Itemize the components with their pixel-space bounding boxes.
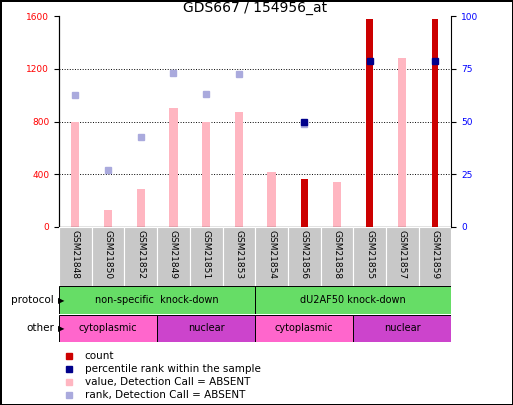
Text: GSM21859: GSM21859 xyxy=(430,230,440,279)
Text: GSM21857: GSM21857 xyxy=(398,230,407,279)
Text: protocol: protocol xyxy=(11,295,54,305)
Bar xyxy=(124,227,157,286)
Text: other: other xyxy=(26,324,54,333)
Bar xyxy=(223,227,255,286)
Bar xyxy=(321,227,353,286)
Text: ▶: ▶ xyxy=(58,324,65,333)
Bar xyxy=(59,286,255,314)
Text: GSM21853: GSM21853 xyxy=(234,230,243,279)
Text: dU2AF50 knock-down: dU2AF50 knock-down xyxy=(301,295,406,305)
Bar xyxy=(92,227,125,286)
Title: GDS667 / 154956_at: GDS667 / 154956_at xyxy=(183,1,327,15)
Bar xyxy=(353,315,451,342)
Text: rank, Detection Call = ABSENT: rank, Detection Call = ABSENT xyxy=(85,390,245,401)
Text: GSM21849: GSM21849 xyxy=(169,230,178,279)
Bar xyxy=(432,19,438,227)
Bar xyxy=(386,227,419,286)
Text: GSM21858: GSM21858 xyxy=(332,230,342,279)
Bar xyxy=(136,189,145,227)
Bar xyxy=(419,227,451,286)
Bar xyxy=(353,227,386,286)
Text: nuclear: nuclear xyxy=(188,324,225,333)
Bar xyxy=(59,315,157,342)
Bar xyxy=(255,227,288,286)
Text: GSM21855: GSM21855 xyxy=(365,230,374,279)
Text: non-specific  knock-down: non-specific knock-down xyxy=(95,295,219,305)
Bar xyxy=(202,122,210,227)
Bar xyxy=(288,227,321,286)
Text: cytoplasmic: cytoplasmic xyxy=(275,324,333,333)
Bar xyxy=(366,19,373,227)
Bar xyxy=(267,172,275,227)
Text: cytoplasmic: cytoplasmic xyxy=(78,324,137,333)
Text: ▶: ▶ xyxy=(58,296,65,305)
Bar xyxy=(255,286,451,314)
Text: percentile rank within the sample: percentile rank within the sample xyxy=(85,364,261,374)
Text: GSM21852: GSM21852 xyxy=(136,230,145,279)
Text: nuclear: nuclear xyxy=(384,324,421,333)
Text: GSM21856: GSM21856 xyxy=(300,230,309,279)
Text: GSM21850: GSM21850 xyxy=(104,230,112,279)
Bar xyxy=(255,315,353,342)
Text: GSM21851: GSM21851 xyxy=(202,230,211,279)
Text: count: count xyxy=(85,351,114,361)
Text: value, Detection Call = ABSENT: value, Detection Call = ABSENT xyxy=(85,377,250,387)
Bar xyxy=(301,179,307,227)
Bar xyxy=(157,227,190,286)
Bar xyxy=(190,227,223,286)
Bar xyxy=(157,315,255,342)
Bar xyxy=(71,122,80,227)
Bar xyxy=(59,227,92,286)
Text: GSM21854: GSM21854 xyxy=(267,230,276,279)
Bar xyxy=(235,112,243,227)
Bar xyxy=(104,210,112,227)
Bar xyxy=(169,108,177,227)
Bar xyxy=(398,58,406,227)
Bar xyxy=(333,182,341,227)
Text: GSM21848: GSM21848 xyxy=(71,230,80,279)
